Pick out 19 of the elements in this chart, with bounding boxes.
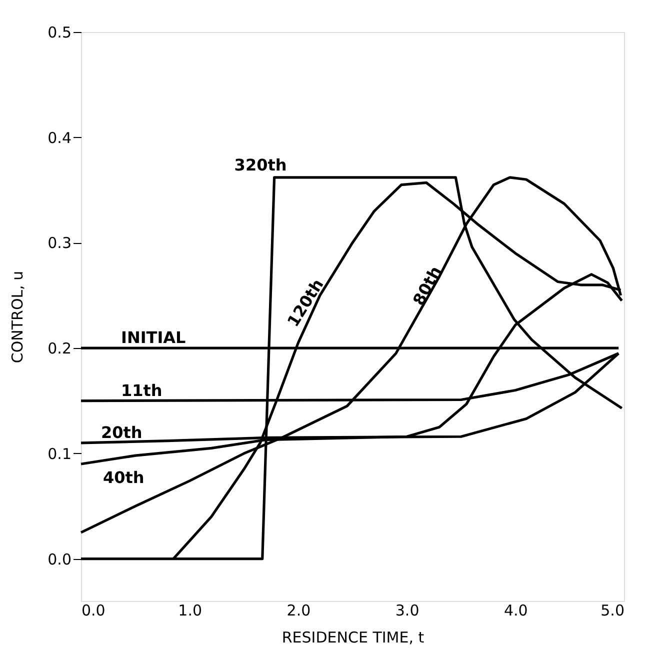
series-label: 20th xyxy=(101,422,142,442)
y-axis-title: CONTROL, u xyxy=(8,270,27,364)
y-tick-label: 0.4 xyxy=(48,128,72,147)
y-tick-label: 0.3 xyxy=(48,234,72,252)
x-tick-label: 4.0 xyxy=(504,602,528,620)
series-label: 40th xyxy=(103,468,144,488)
y-tick-label: 0.0 xyxy=(48,550,72,568)
series-label: 320th xyxy=(234,155,287,174)
series-label: INITIAL xyxy=(121,328,186,348)
x-tick-label: 1.0 xyxy=(178,602,202,620)
y-tick-label: 0.5 xyxy=(48,24,72,42)
series-label: 11th xyxy=(121,380,162,400)
y-tick-label: 0.1 xyxy=(48,444,72,463)
x-tick-label: 0.0 xyxy=(82,602,106,620)
x-tick-label: 2.0 xyxy=(286,602,311,620)
x-tick-label: 3.0 xyxy=(395,602,420,620)
x-tick-label: 5.0 xyxy=(600,602,624,620)
x-axis-title: RESIDENCE TIME, t xyxy=(282,628,424,646)
y-tick-label: 0.2 xyxy=(48,340,72,358)
